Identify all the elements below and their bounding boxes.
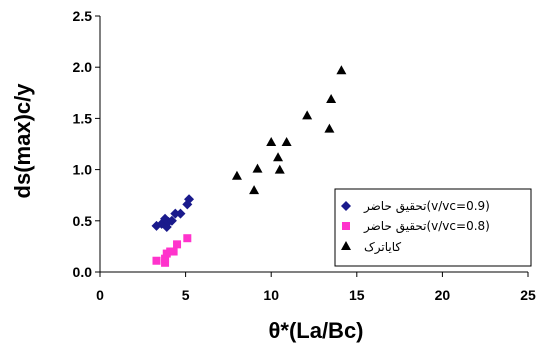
data-point-triangle xyxy=(273,152,284,162)
data-point-square xyxy=(161,258,170,267)
data-point-square xyxy=(173,240,182,249)
data-point-diamond xyxy=(170,208,181,219)
x-tick-labels: 0 5 10 15 20 25 xyxy=(96,287,536,303)
data-point-diamond xyxy=(166,215,177,226)
x-axis-title: θ*(La/Bc) xyxy=(268,318,363,343)
x-tick-label: 5 xyxy=(182,287,190,303)
data-point-triangle xyxy=(302,110,313,120)
plot-area xyxy=(95,15,529,277)
data-point-triangle xyxy=(336,65,347,75)
legend: تحقیق حاضر(v/vc=0.9) تحقیق حاضر(v/vc=0.8… xyxy=(334,188,532,267)
x-tick-label: 0 xyxy=(96,287,104,303)
x-tick-label: 20 xyxy=(435,287,451,303)
x-tick-label: 25 xyxy=(520,287,536,303)
y-tick-label: 2.5 xyxy=(73,8,93,24)
data-point-triangle xyxy=(281,136,292,146)
legend-label: تحقیق حاضر(v/vc=0.8) xyxy=(363,219,490,234)
data-point-triangle xyxy=(266,136,277,146)
data-point-triangle xyxy=(231,170,242,180)
x-tick-label: 10 xyxy=(263,287,279,303)
legend-marker-triangle xyxy=(341,241,351,250)
y-tick-label: 2.0 xyxy=(73,59,93,75)
data-point-diamond xyxy=(175,208,186,219)
data-point-triangle xyxy=(252,163,263,173)
data-point-square xyxy=(183,234,192,243)
y-tick-label: 0.5 xyxy=(73,213,93,229)
y-axis-title: ds(max)c/y xyxy=(10,83,35,199)
legend-marker-diamond xyxy=(341,201,351,211)
y-tick-label: 0.0 xyxy=(73,264,93,280)
data-point-triangle xyxy=(326,93,337,103)
data-point-square xyxy=(152,256,161,265)
y-tick-labels: 0.0 0.5 1.0 1.5 2.0 2.5 xyxy=(73,8,93,280)
legend-box xyxy=(334,188,532,267)
data-point-square xyxy=(169,247,178,256)
data-point-triangle xyxy=(274,164,285,174)
data-point-triangle xyxy=(324,123,335,133)
data-point-square xyxy=(161,254,170,263)
y-tick-label: 1.0 xyxy=(73,162,93,178)
data-point-triangle xyxy=(249,185,260,195)
legend-label: کایاترک xyxy=(364,240,401,255)
legend-marker-square xyxy=(342,222,350,230)
y-tick-label: 1.5 xyxy=(73,110,93,126)
data-point-diamond xyxy=(184,194,195,205)
legend-label: تحقیق حاضر(v/vc=0.9) xyxy=(363,199,490,214)
x-tick-label: 15 xyxy=(349,287,365,303)
